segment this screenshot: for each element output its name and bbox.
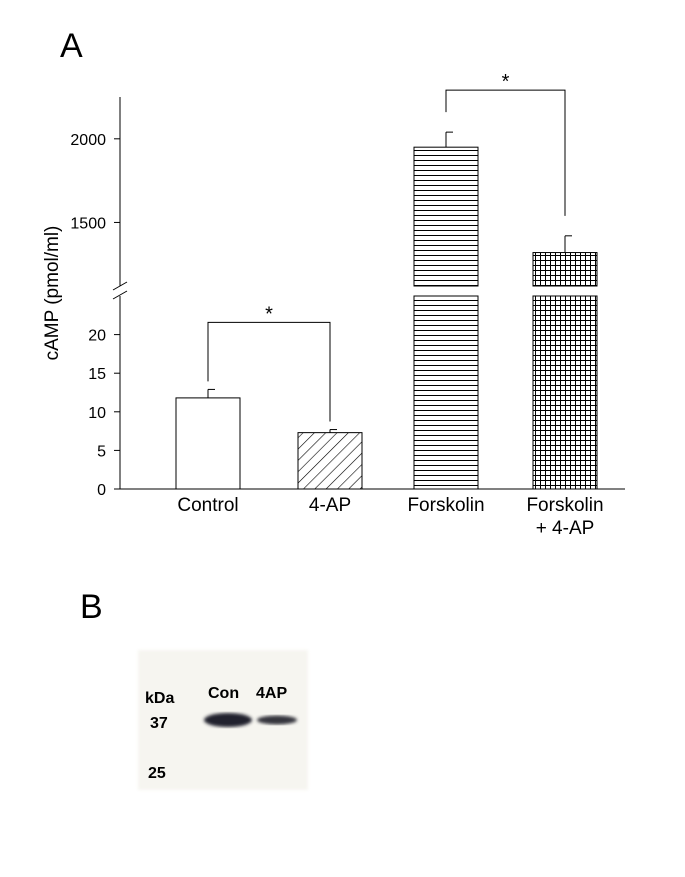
blot-marker: 25 [148,765,166,782]
blot-unit: kDa [145,690,174,707]
y-tick-label: 15 [88,366,106,383]
x-tick-label: 4-AP [308,495,352,516]
significance-bracket [207,321,331,422]
bar [297,432,363,490]
bar [532,252,598,287]
y-tick-label: 10 [88,405,106,422]
blot-lane: Con [208,685,239,702]
bar [413,146,479,287]
y-tick-label: 0 [97,482,106,499]
x-tick-label: Forskolin [407,495,485,516]
band [257,715,297,725]
significance-bracket [445,89,566,216]
x-tick-label: Control [177,495,239,516]
blot-lane: 4AP [256,685,287,702]
x-tick-label: Forskolin + 4-AP [526,495,604,539]
significance-label: * [265,303,273,325]
axis-break [112,290,128,300]
y-tick-label: 5 [97,443,106,460]
blot-marker: 37 [150,715,168,732]
y-tick-label: 1500 [70,215,106,232]
y-axis-label: cAMP (pmol/ml) [42,226,63,361]
y-tick-label: 2000 [70,132,106,149]
significance-label: * [502,71,510,93]
bar [532,295,598,490]
bar [413,295,479,490]
axis-break [112,281,128,291]
band [204,713,252,727]
y-tick-label: 20 [88,328,106,345]
panel-label: A [60,27,83,65]
bar [175,397,241,490]
panel-label: B [80,588,103,626]
